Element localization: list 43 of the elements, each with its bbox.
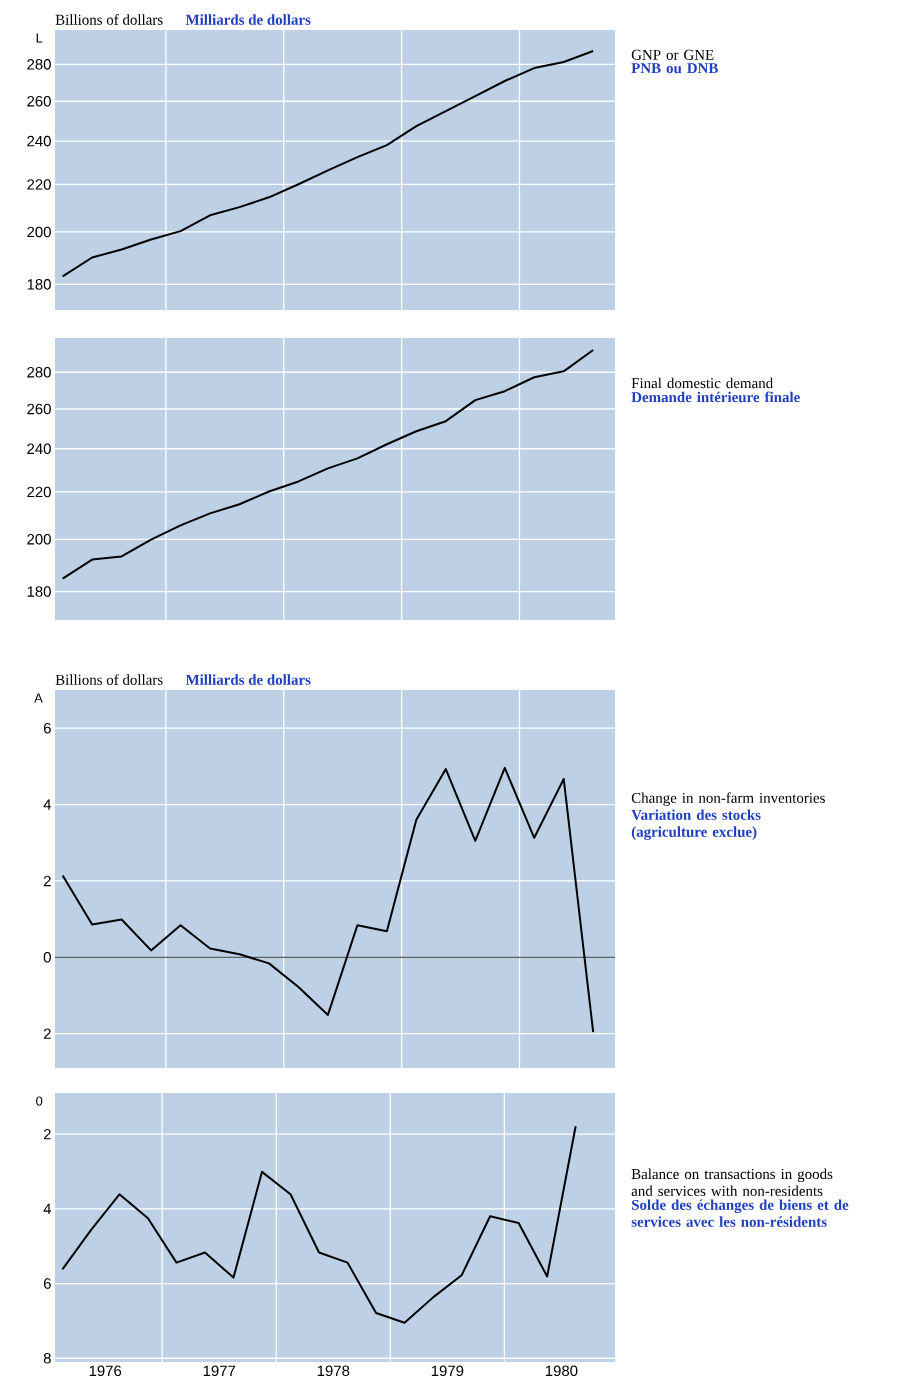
text: Final domestic demand	[631, 377, 773, 389]
y-tick-label: 0	[43, 951, 51, 963]
text: Demande intérieure finale	[631, 391, 800, 403]
text: L	[36, 33, 43, 43]
text: GNP or GNE	[631, 49, 714, 60]
y-tick-label: 280	[27, 59, 51, 70]
y-tick-label: 6	[43, 722, 51, 734]
text: Solde des échanges de biens et de services avec les non-résidents	[631, 1199, 849, 1227]
y-tick-label: 6	[43, 1278, 51, 1289]
y-tick-label: 220	[27, 486, 51, 498]
line-series	[61, 50, 595, 278]
x-tick-label: 1979	[431, 1365, 464, 1377]
text: Change in non-farm inventories	[631, 792, 825, 807]
y-tick-label: 200	[27, 226, 51, 238]
x-tick-label: 1978	[317, 1365, 350, 1377]
y-tick-label: 4	[43, 799, 51, 810]
y-tick-label: 2	[43, 875, 51, 887]
x-tick-label: 1976	[89, 1365, 122, 1377]
chart-subtitle: Milliards de dollars	[185, 14, 311, 25]
y-axis-title: Billions of dollars	[55, 674, 163, 685]
x-tick-label: 1980	[545, 1365, 578, 1377]
y-tick-label: 180	[27, 586, 51, 597]
y-tick-label: 260	[27, 95, 51, 107]
y-tick-label: 240	[27, 443, 51, 455]
y-tick-label: 240	[27, 135, 51, 147]
y-tick-label: 220	[27, 179, 51, 190]
text: A	[34, 693, 43, 703]
y-tick-label: 2	[43, 1128, 51, 1140]
y-axis-title: Billions of dollars	[55, 14, 163, 25]
line-series	[61, 1125, 577, 1324]
x-tick-label: 1977	[203, 1365, 236, 1377]
y-tick-label: 260	[27, 403, 51, 415]
text: PNB ou DNB	[631, 63, 718, 74]
y-tick-label: 4	[43, 1203, 51, 1214]
text: Variation des stocks (agriculture exclue)	[631, 809, 761, 841]
y-tick-label: 200	[27, 534, 51, 545]
y-tick-label: 8	[43, 1352, 51, 1364]
text: Balance on transactions in goods and services with non-residents	[631, 1168, 833, 1196]
y-tick-label: 2	[43, 1028, 51, 1039]
chart-subtitle: Milliards de dollars	[185, 674, 311, 685]
y-tick-label: 280	[27, 366, 51, 378]
y-tick-label: 180	[27, 279, 51, 290]
line-series	[61, 349, 595, 580]
